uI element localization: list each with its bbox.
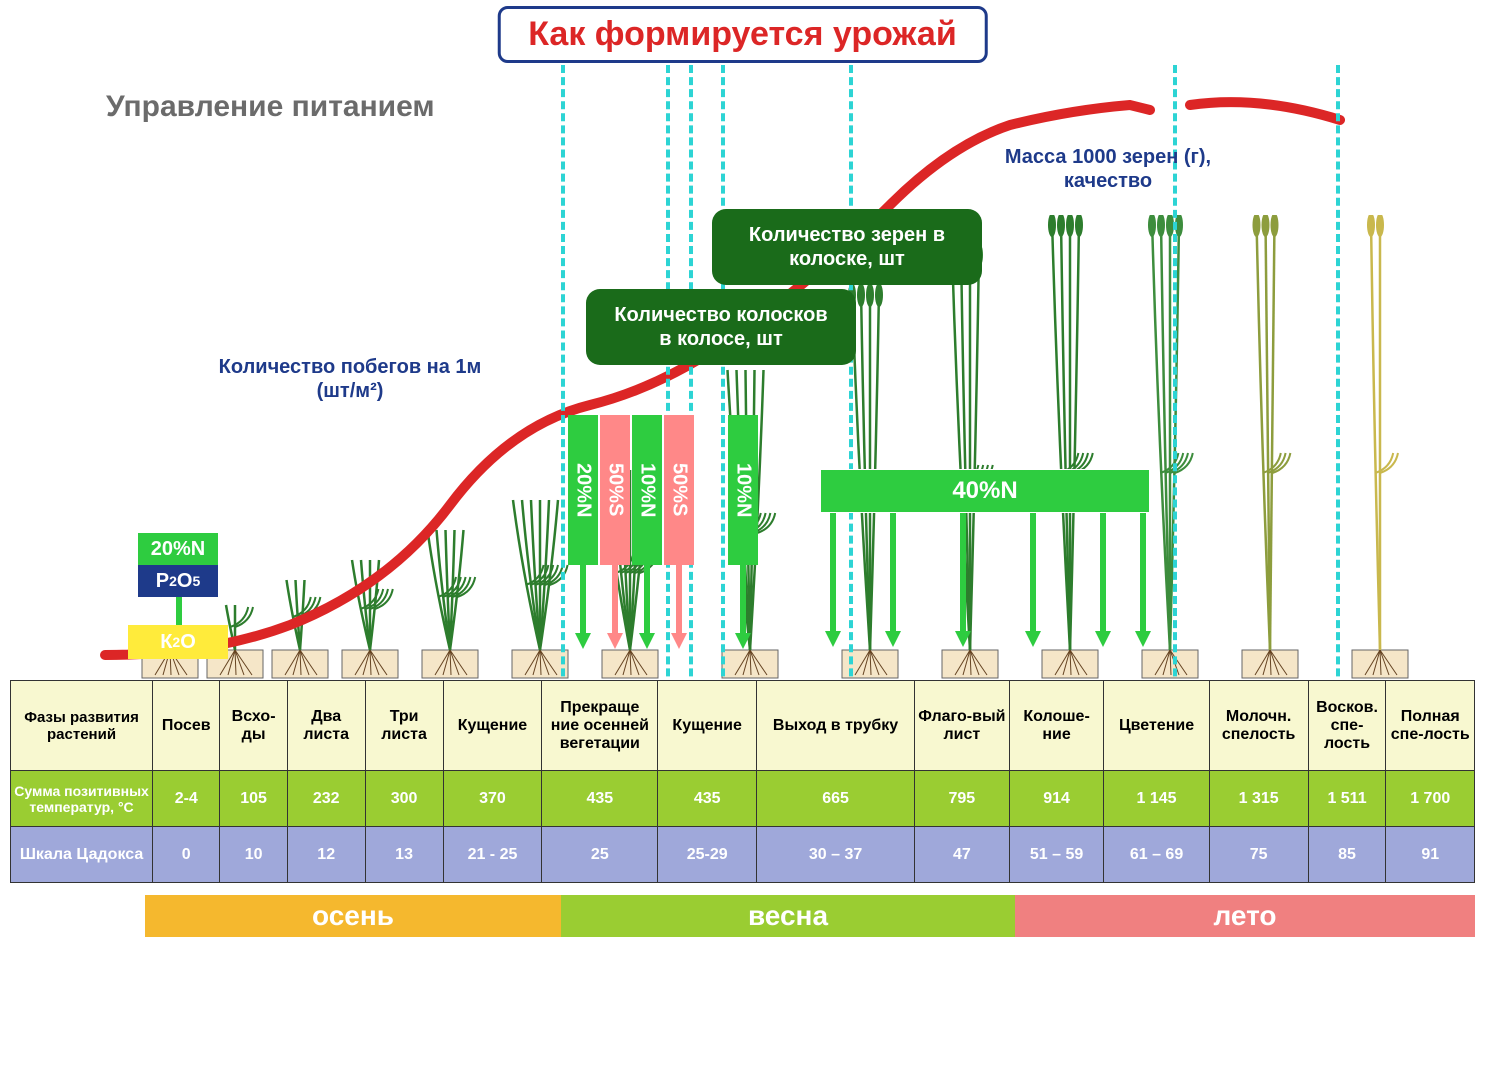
arrow-head	[1025, 631, 1041, 647]
bubble-spikelets: Количество колосков в колосе, шт	[586, 289, 856, 365]
temp-cell: 1 315	[1209, 771, 1308, 827]
temp-cell: 914	[1009, 771, 1104, 827]
phase-divider	[1336, 65, 1340, 785]
phase-header-cell: Три листа	[365, 681, 443, 771]
temp-cell: 105	[220, 771, 287, 827]
phase-table: Фазы развития растенийПосевВсхо-дыДва ли…	[10, 680, 1475, 883]
box-k2o: К2О	[128, 625, 228, 659]
chart-area: Количество побегов на 1м (шт/м²) Масса 1…	[10, 65, 1475, 680]
season-лето: лето	[1015, 895, 1475, 937]
arrow-stem	[1100, 513, 1106, 633]
row-phases: Фазы развития растенийПосевВсхо-дыДва ли…	[11, 681, 1475, 771]
phase-header-cell: Колоше-ние	[1009, 681, 1104, 771]
zadoks-cell: 13	[365, 827, 443, 883]
label-mass: Масса 1000 зерен (г), качество	[968, 145, 1248, 193]
arrow-stem	[676, 565, 682, 635]
nutrient-bar: 50%S	[664, 415, 694, 565]
zadoks-cell: 10	[220, 827, 287, 883]
phase-divider	[721, 65, 725, 785]
phase-header-cell: Прекраще ние осенней вегетации	[542, 681, 658, 771]
phase-header-cell: Молочн. спелость	[1209, 681, 1308, 771]
phase-header-cell: Всхо-ды	[220, 681, 287, 771]
arrow-stem	[830, 513, 836, 633]
arrow-stem	[740, 565, 746, 635]
arrow-head	[885, 631, 901, 647]
zadoks-label-cell: Шкала Цадокса	[11, 827, 153, 883]
arrow-stem	[890, 513, 896, 633]
arrow-head	[1135, 631, 1151, 647]
arrow-stem	[644, 565, 650, 635]
nutrient-bar: 10%N	[728, 415, 758, 565]
nutrient-bar: 10%N	[632, 415, 662, 565]
arrow-head	[1095, 631, 1111, 647]
main-title: Как формируется урожай	[497, 6, 988, 63]
season-весна: весна	[561, 895, 1015, 937]
arrow-head	[607, 633, 623, 649]
phase-header-cell: Выход в трубку	[757, 681, 915, 771]
temp-cell: 1 511	[1308, 771, 1386, 827]
row-temperatures: Сумма позитивных температур, °С2-4105232…	[11, 771, 1475, 827]
phase-header-cell: Восков. спе-лость	[1308, 681, 1386, 771]
phase-header-cell: Посев	[153, 681, 220, 771]
zadoks-cell: 75	[1209, 827, 1308, 883]
arrow-head	[825, 631, 841, 647]
temp-cell: 435	[542, 771, 658, 827]
arrow-head	[735, 633, 751, 649]
zadoks-cell: 51 – 59	[1009, 827, 1104, 883]
temp-cell: 1 145	[1104, 771, 1209, 827]
zadoks-cell: 30 – 37	[757, 827, 915, 883]
phase-divider	[561, 65, 565, 785]
arrow-head	[639, 633, 655, 649]
phase-header-cell: Флаго-вый лист	[914, 681, 1009, 771]
bar-n40: 40%N	[820, 469, 1150, 513]
season-bar: осеньвесналето	[145, 895, 1475, 937]
temp-label-cell: Сумма позитивных температур, °С	[11, 771, 153, 827]
zadoks-cell: 25	[542, 827, 658, 883]
temp-cell: 300	[365, 771, 443, 827]
connector	[176, 597, 182, 625]
phase-header-cell: Цветение	[1104, 681, 1209, 771]
phase-header-cell: Полная спе-лость	[1386, 681, 1475, 771]
season-осень: осень	[145, 895, 561, 937]
arrow-stem	[580, 565, 586, 635]
phase-header-cell: Фазы развития растений	[11, 681, 153, 771]
phase-header-cell: Кущение	[443, 681, 542, 771]
temp-cell: 232	[287, 771, 365, 827]
label-shoots: Количество побегов на 1м (шт/м²)	[205, 355, 495, 403]
title-text: Как формируется урожай	[528, 15, 957, 53]
arrow-head	[671, 633, 687, 649]
row-zadoks: Шкала Цадокса010121321 - 252525-2930 – 3…	[11, 827, 1475, 883]
zadoks-cell: 25-29	[658, 827, 757, 883]
temp-cell: 370	[443, 771, 542, 827]
arrow-stem	[612, 565, 618, 635]
box-p2o5: P2O5	[138, 565, 218, 597]
nutrient-bar: 50%S	[600, 415, 630, 565]
zadoks-cell: 47	[914, 827, 1009, 883]
zadoks-cell: 85	[1308, 827, 1386, 883]
zadoks-cell: 0	[153, 827, 220, 883]
arrow-stem	[1140, 513, 1146, 633]
bubble-grains: Количество зерен в колоске, шт	[712, 209, 982, 285]
temp-cell: 795	[914, 771, 1009, 827]
temp-cell: 665	[757, 771, 915, 827]
nutrient-bar: 20%N	[568, 415, 598, 565]
zadoks-cell: 12	[287, 827, 365, 883]
phase-divider	[849, 65, 853, 785]
arrow-stem	[1030, 513, 1036, 633]
zadoks-cell: 91	[1386, 827, 1475, 883]
zadoks-cell: 61 – 69	[1104, 827, 1209, 883]
temp-cell: 435	[658, 771, 757, 827]
box-n20: 20%N	[138, 533, 218, 565]
arrow-head	[955, 631, 971, 647]
temp-cell: 1 700	[1386, 771, 1475, 827]
phase-header-cell: Кущение	[658, 681, 757, 771]
phase-header-cell: Два листа	[287, 681, 365, 771]
temp-cell: 2-4	[153, 771, 220, 827]
arrow-stem	[960, 513, 966, 633]
arrow-head	[575, 633, 591, 649]
zadoks-cell: 21 - 25	[443, 827, 542, 883]
